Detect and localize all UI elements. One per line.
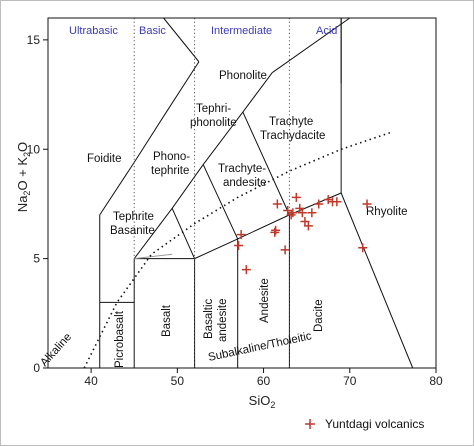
field-boundary <box>133 116 164 163</box>
x-tick-label: 50 <box>171 374 185 388</box>
x-axis-ticks: 40 50 60 70 80 <box>84 368 443 388</box>
field-boundary <box>99 162 135 216</box>
data-point <box>297 208 307 218</box>
field-boundary <box>163 61 200 117</box>
field-label-dacite: Dacite <box>313 299 325 332</box>
data-point <box>332 197 342 207</box>
y-tick-label: 10 <box>27 142 41 156</box>
field-label-tephrite-1: Tephrite <box>113 211 154 223</box>
group-label-acid: Acid <box>316 25 337 37</box>
x-tick-label: 70 <box>343 374 357 388</box>
field-boundary <box>194 238 238 260</box>
field-label-rhyolite: Rhyolite <box>366 206 408 218</box>
field-label-tephrite-2: Basanite <box>110 225 155 237</box>
field-label-phonotephrite-1: Phono- <box>153 151 190 163</box>
field-boundary <box>171 164 204 209</box>
silica-group-dividers <box>133 18 342 368</box>
field-boundary <box>242 72 273 113</box>
data-point <box>270 227 280 237</box>
field-boundary <box>171 208 196 259</box>
field-label-basaltic-andesite-2: andesite <box>217 299 229 342</box>
y-tick-label: 0 <box>33 361 40 375</box>
field-label-tephriphonolite-2: phonolite <box>190 117 237 129</box>
legend-label: Yuntdagi volcanics <box>325 417 424 431</box>
field-label-andesite: Andesite <box>259 278 271 323</box>
field-label-picrobasalt: Picrobasalt <box>114 310 126 368</box>
y-axis-ticks: 0 5 10 15 <box>27 33 48 375</box>
data-point <box>234 241 244 250</box>
data-points <box>234 192 372 275</box>
field-label-tephriphonolite-1: Tephri- <box>196 103 231 115</box>
field-boundary-faint <box>134 253 173 260</box>
y-axis-title: Na2O + K2O <box>15 142 32 212</box>
x-tick-label: 40 <box>84 374 98 388</box>
data-point <box>241 265 251 275</box>
field-label-alkaline: Alkaline <box>38 331 74 369</box>
field-label-phonolite: Phonolite <box>219 70 267 82</box>
field-label-phonotephrite-2: tephrite <box>151 165 189 177</box>
data-point <box>362 199 372 209</box>
field-label-basaltic-andesite-1: Basaltic <box>203 298 215 339</box>
data-point <box>288 208 298 218</box>
data-point <box>323 195 333 205</box>
group-label-ultrabasic: Ultrabasic <box>69 25 118 37</box>
field-boundary <box>202 164 239 240</box>
data-point <box>358 243 368 253</box>
x-tick-label: 80 <box>429 374 443 388</box>
field-boundary <box>271 17 351 74</box>
field-boundary <box>242 111 290 216</box>
field-boundary <box>340 192 414 369</box>
legend-plus-icon <box>305 419 315 429</box>
legend-marker <box>305 419 315 429</box>
field-label-trachyte-1: Trachyte <box>269 116 313 128</box>
legend: Yuntdagi volcanics <box>305 417 424 431</box>
y-tick-label: 5 <box>33 252 40 266</box>
group-label-intermediate: Intermediate <box>211 25 272 37</box>
field-boundary <box>237 214 290 240</box>
field-boundary <box>202 111 244 165</box>
data-point <box>314 199 324 209</box>
data-point <box>236 230 246 240</box>
plot-area <box>47 17 437 369</box>
data-point <box>272 199 282 209</box>
y-tick-label: 15 <box>27 33 41 47</box>
field-label-trachyte-2: Trachydacite <box>260 130 325 142</box>
group-label-basic: Basic <box>139 25 166 37</box>
alkaline-subalkaline-curve <box>83 130 394 369</box>
x-axis-title: SiO2 <box>249 393 276 410</box>
field-boundaries <box>99 17 414 369</box>
field-label-foidite: Foidite <box>87 153 122 165</box>
x-tick-label: 60 <box>257 374 271 388</box>
data-point <box>307 208 317 218</box>
field-label-basalt: Basalt <box>161 304 173 337</box>
data-point <box>303 221 313 231</box>
field-label-trachyandesite-1: Trachyte- <box>218 163 266 175</box>
data-point <box>291 192 301 202</box>
data-point <box>271 225 281 235</box>
field-boundary <box>133 208 173 259</box>
data-point <box>286 210 296 220</box>
data-point <box>280 245 290 255</box>
field-label-trachyandesite-2: andesite <box>223 177 266 189</box>
field-boundary <box>163 17 200 63</box>
